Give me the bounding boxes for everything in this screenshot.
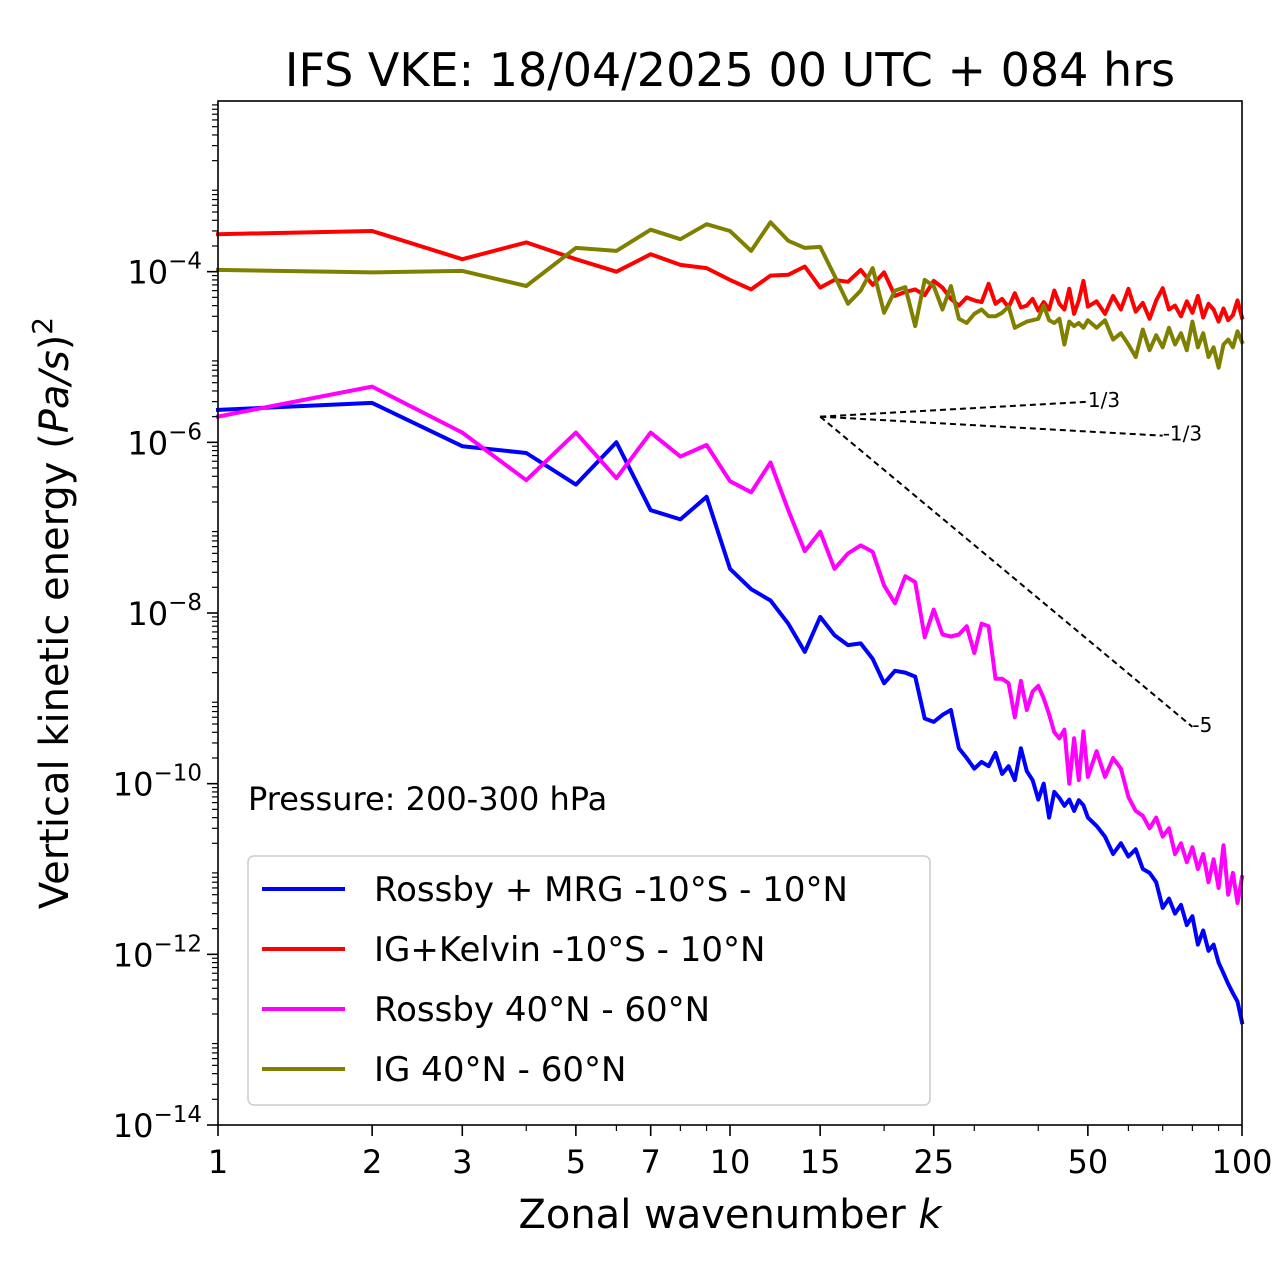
y-tick-label: 10−4 <box>127 249 202 292</box>
legend-label: IG+Kelvin -10°S - 10°N <box>374 930 765 970</box>
y-axis-label: Vertical kinetic energy (Pa/s)2 <box>26 317 79 909</box>
reference-line <box>819 415 1194 728</box>
x-tick-label: 2 <box>362 1143 382 1181</box>
legend: Rossby + MRG -10°S - 10°N IG+Kelvin -10°S… <box>247 855 931 1106</box>
series-line-rossby-40-n-60-n <box>215 384 1245 905</box>
legend-label: Rossby + MRG -10°S - 10°N <box>374 870 848 910</box>
y-tick-label: 10−10 <box>113 761 202 804</box>
reference-line-label: -1/3 <box>1163 422 1202 446</box>
reference-line-label: -5 <box>1192 713 1212 737</box>
reference-line <box>820 400 1088 418</box>
x-tick-label: 10 <box>710 1143 751 1181</box>
pressure-annotation: Pressure: 200-300 hPa <box>248 780 607 818</box>
y-tick-label: 10−14 <box>113 1102 202 1145</box>
x-axis-label: Zonal wavenumber k <box>518 1192 943 1238</box>
x-tick-label: 100 <box>1211 1143 1272 1181</box>
y-tick-label: 10−8 <box>127 590 202 633</box>
y-axis: 10−4 10−6 10−8 10−10 10−12 10−14 <box>113 104 218 1145</box>
legend-entries: Rossby + MRG -10°S - 10°N IG+Kelvin -10°S… <box>262 870 848 1090</box>
legend-box <box>247 855 931 1106</box>
x-tick-label: 25 <box>913 1143 954 1181</box>
chart-title: IFS VKE: 18/04/2025 00 UTC + 084 hrs <box>285 43 1175 97</box>
y-tick-label: 10−12 <box>113 931 202 974</box>
x-tick-label: 1 <box>208 1143 228 1181</box>
reference-line-label: 1/3 <box>1088 388 1120 412</box>
plot-area <box>215 220 1245 1025</box>
reference-slopes: 1/3 -1/3 -5 <box>819 388 1212 737</box>
x-tick-label: 50 <box>1068 1143 1109 1181</box>
x-tick-label: 15 <box>800 1143 841 1181</box>
series-line-ig-40-n-60-n <box>215 220 1245 370</box>
x-tick-label: 3 <box>452 1143 472 1181</box>
y-tick-label: 10−6 <box>127 419 202 462</box>
legend-label: Rossby 40°N - 60°N <box>374 990 710 1030</box>
series-line-ig-kelvin-10-s-10-n <box>215 229 1245 324</box>
legend-label: IG 40°N - 60°N <box>374 1050 626 1090</box>
x-tick-label: 7 <box>641 1143 661 1181</box>
reference-line <box>820 415 1163 437</box>
series-line-rossby-mrg-10-s-10-n <box>215 400 1245 1025</box>
x-tick-label: 5 <box>566 1143 586 1181</box>
x-axis: 1 2 3 5 7 10 15 25 50 100 <box>208 1125 1273 1181</box>
